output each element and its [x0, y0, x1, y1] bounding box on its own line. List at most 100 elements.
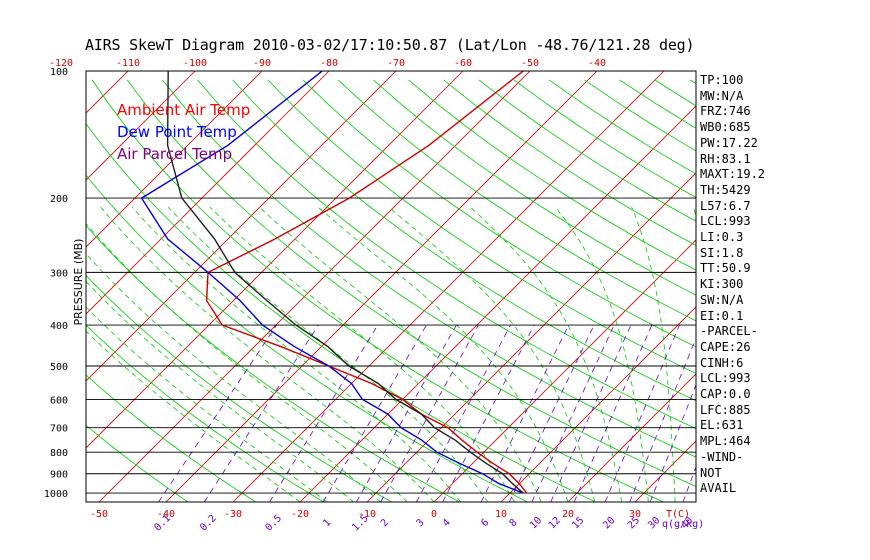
- pressure-tick-label: 300: [50, 268, 68, 279]
- index-item: KI:300: [700, 277, 744, 292]
- moist-adiabat-line: [86, 306, 328, 502]
- series-layer: [140, 71, 528, 494]
- top-temp-tick-label: -70: [387, 58, 405, 69]
- pressure-tick-label: 1000: [44, 489, 68, 500]
- pressure-tick-label: 800: [50, 448, 68, 459]
- dry-adiabat-line: [86, 374, 257, 502]
- isotherm-line: [433, 239, 696, 502]
- moist-adiabat-line: [209, 206, 515, 502]
- bottom-temp-tick-label: -10: [358, 509, 376, 520]
- index-item: TH:5429: [700, 182, 751, 197]
- moist-adiabat-line: [388, 206, 596, 502]
- bottom-temp-tick-label: 30: [629, 509, 641, 520]
- dry-adiabat-line: [408, 79, 696, 271]
- index-item: TP:100: [700, 73, 744, 87]
- dry-adiabat-line: [831, 80, 870, 502]
- isotherm-line: [836, 71, 870, 502]
- index-item: SW:N/A: [700, 292, 744, 307]
- series-dew-point-temp: [140, 71, 524, 494]
- dry-adiabat-line: [866, 80, 870, 502]
- index-item: CINH:6: [700, 355, 744, 370]
- dry-adiabat-line: [760, 80, 870, 502]
- moist-adiabat-line: [86, 280, 354, 502]
- dry-adiabat-line: [373, 79, 696, 296]
- mixing-ratio-tick-label: 0.2: [198, 513, 219, 534]
- top-temp-tick-label: -80: [320, 58, 338, 69]
- mixing-ratio-line: [380, 324, 479, 502]
- isotherm-line: [232, 71, 665, 502]
- legend-dew-point-temp: Dew Point Temp: [117, 123, 237, 141]
- mixing-ratio-line: [480, 324, 570, 502]
- index-item: FRZ:746: [700, 104, 751, 119]
- dry-adiabat-line: [86, 324, 325, 502]
- index-item: CAPE:26: [700, 339, 751, 354]
- top-temp-tick-label: -120: [49, 58, 73, 69]
- dry-adiabat-line: [86, 174, 528, 502]
- moist-adiabat-line: [258, 206, 542, 502]
- moist-adiabat-line: [317, 206, 569, 502]
- y-axis-label: PRESSURE (MB): [72, 239, 85, 326]
- index-item: EL:631: [700, 418, 744, 433]
- moist-adiabat-line: [86, 253, 381, 502]
- series-air-parcel-temp: [166, 71, 524, 494]
- legend-air-parcel-temp: Air Parcel Temp: [117, 145, 233, 163]
- mixing-ratio-tick-label: 0.5: [264, 513, 285, 534]
- mixing-ratio-tick-label: 12: [547, 515, 563, 531]
- isotherm-line: [299, 105, 696, 502]
- moist-adiabat-line: [167, 206, 488, 502]
- moist-adiabat-line: [131, 206, 462, 502]
- top-temp-tick-label: -100: [183, 58, 207, 69]
- mixing-ratio-line: [203, 324, 319, 502]
- series-ambient-air-temp: [205, 71, 528, 494]
- pressure-tick-label: 600: [50, 395, 68, 406]
- mixing-ratio-line: [355, 324, 457, 502]
- index-item: RH:83.1: [700, 151, 751, 166]
- moist-adiabat-line: [86, 330, 301, 502]
- moist-adiabat-line: [469, 206, 622, 502]
- dry-adiabat-line: [86, 123, 596, 502]
- index-item: -PARCEL-: [700, 324, 758, 339]
- index-item: SI:1.8: [700, 245, 744, 260]
- pressure-tick-label: 500: [50, 362, 68, 373]
- dry-adiabat-line: [86, 424, 189, 502]
- pressure-tick-label: 200: [50, 194, 68, 205]
- index-item: LCL:993: [700, 214, 751, 229]
- mixing-ratio-tick-label: 1: [321, 517, 333, 529]
- mixing-ratio-line: [573, 324, 653, 502]
- isotherm-line: [86, 71, 330, 315]
- plot-frame: [85, 70, 697, 503]
- mixing-ratio-tick-label: 3: [415, 517, 427, 529]
- index-item: AVAIL: [700, 481, 737, 496]
- index-item: CAP:0.0: [700, 387, 751, 401]
- index-item: WB0:685: [700, 120, 751, 135]
- index-item: EI:0.1: [700, 308, 744, 323]
- mixing-ratio-axis-label: q(g/kg): [662, 519, 704, 530]
- mixing-ratio-line: [269, 324, 379, 502]
- dry-adiabat-line: [302, 79, 696, 348]
- mixing-ratio-tick-label: 4: [441, 517, 453, 529]
- pressure-tick-label: 400: [50, 321, 68, 332]
- isotherm-line: [769, 71, 870, 502]
- bottom-temp-tick-label: -50: [90, 509, 108, 520]
- isotherm-line: [165, 71, 598, 502]
- plot-area: [86, 71, 870, 502]
- dry-adiabat-line: [197, 79, 696, 430]
- dry-adiabat-line: [513, 79, 696, 198]
- legend-ambient-air-temp: Ambient Air Temp: [117, 101, 251, 119]
- moist-adiabat-line: [555, 206, 649, 502]
- mixing-ratio-line: [416, 324, 511, 502]
- mixing-ratio-line: [322, 324, 427, 502]
- bottom-temp-tick-label: -20: [291, 509, 309, 520]
- mixing-ratio-tick-label: 8: [508, 517, 520, 529]
- index-item: MAXT:19.2: [700, 167, 766, 182]
- dry-adiabat-line: [267, 79, 696, 374]
- moist-adiabat-line: [86, 222, 408, 502]
- index-item: MPL:464: [700, 434, 751, 449]
- index-item: LFC:885: [700, 402, 751, 417]
- moist-adiabat-line: [100, 206, 435, 502]
- index-item: TT:50.9: [700, 261, 751, 276]
- bottom-temp-tick-label: -30: [224, 509, 242, 520]
- top-temp-tick-label: -90: [253, 58, 271, 69]
- mixing-ratio-tick-label: 20: [601, 515, 617, 531]
- bottom-temp-tick-label: 20: [562, 509, 574, 520]
